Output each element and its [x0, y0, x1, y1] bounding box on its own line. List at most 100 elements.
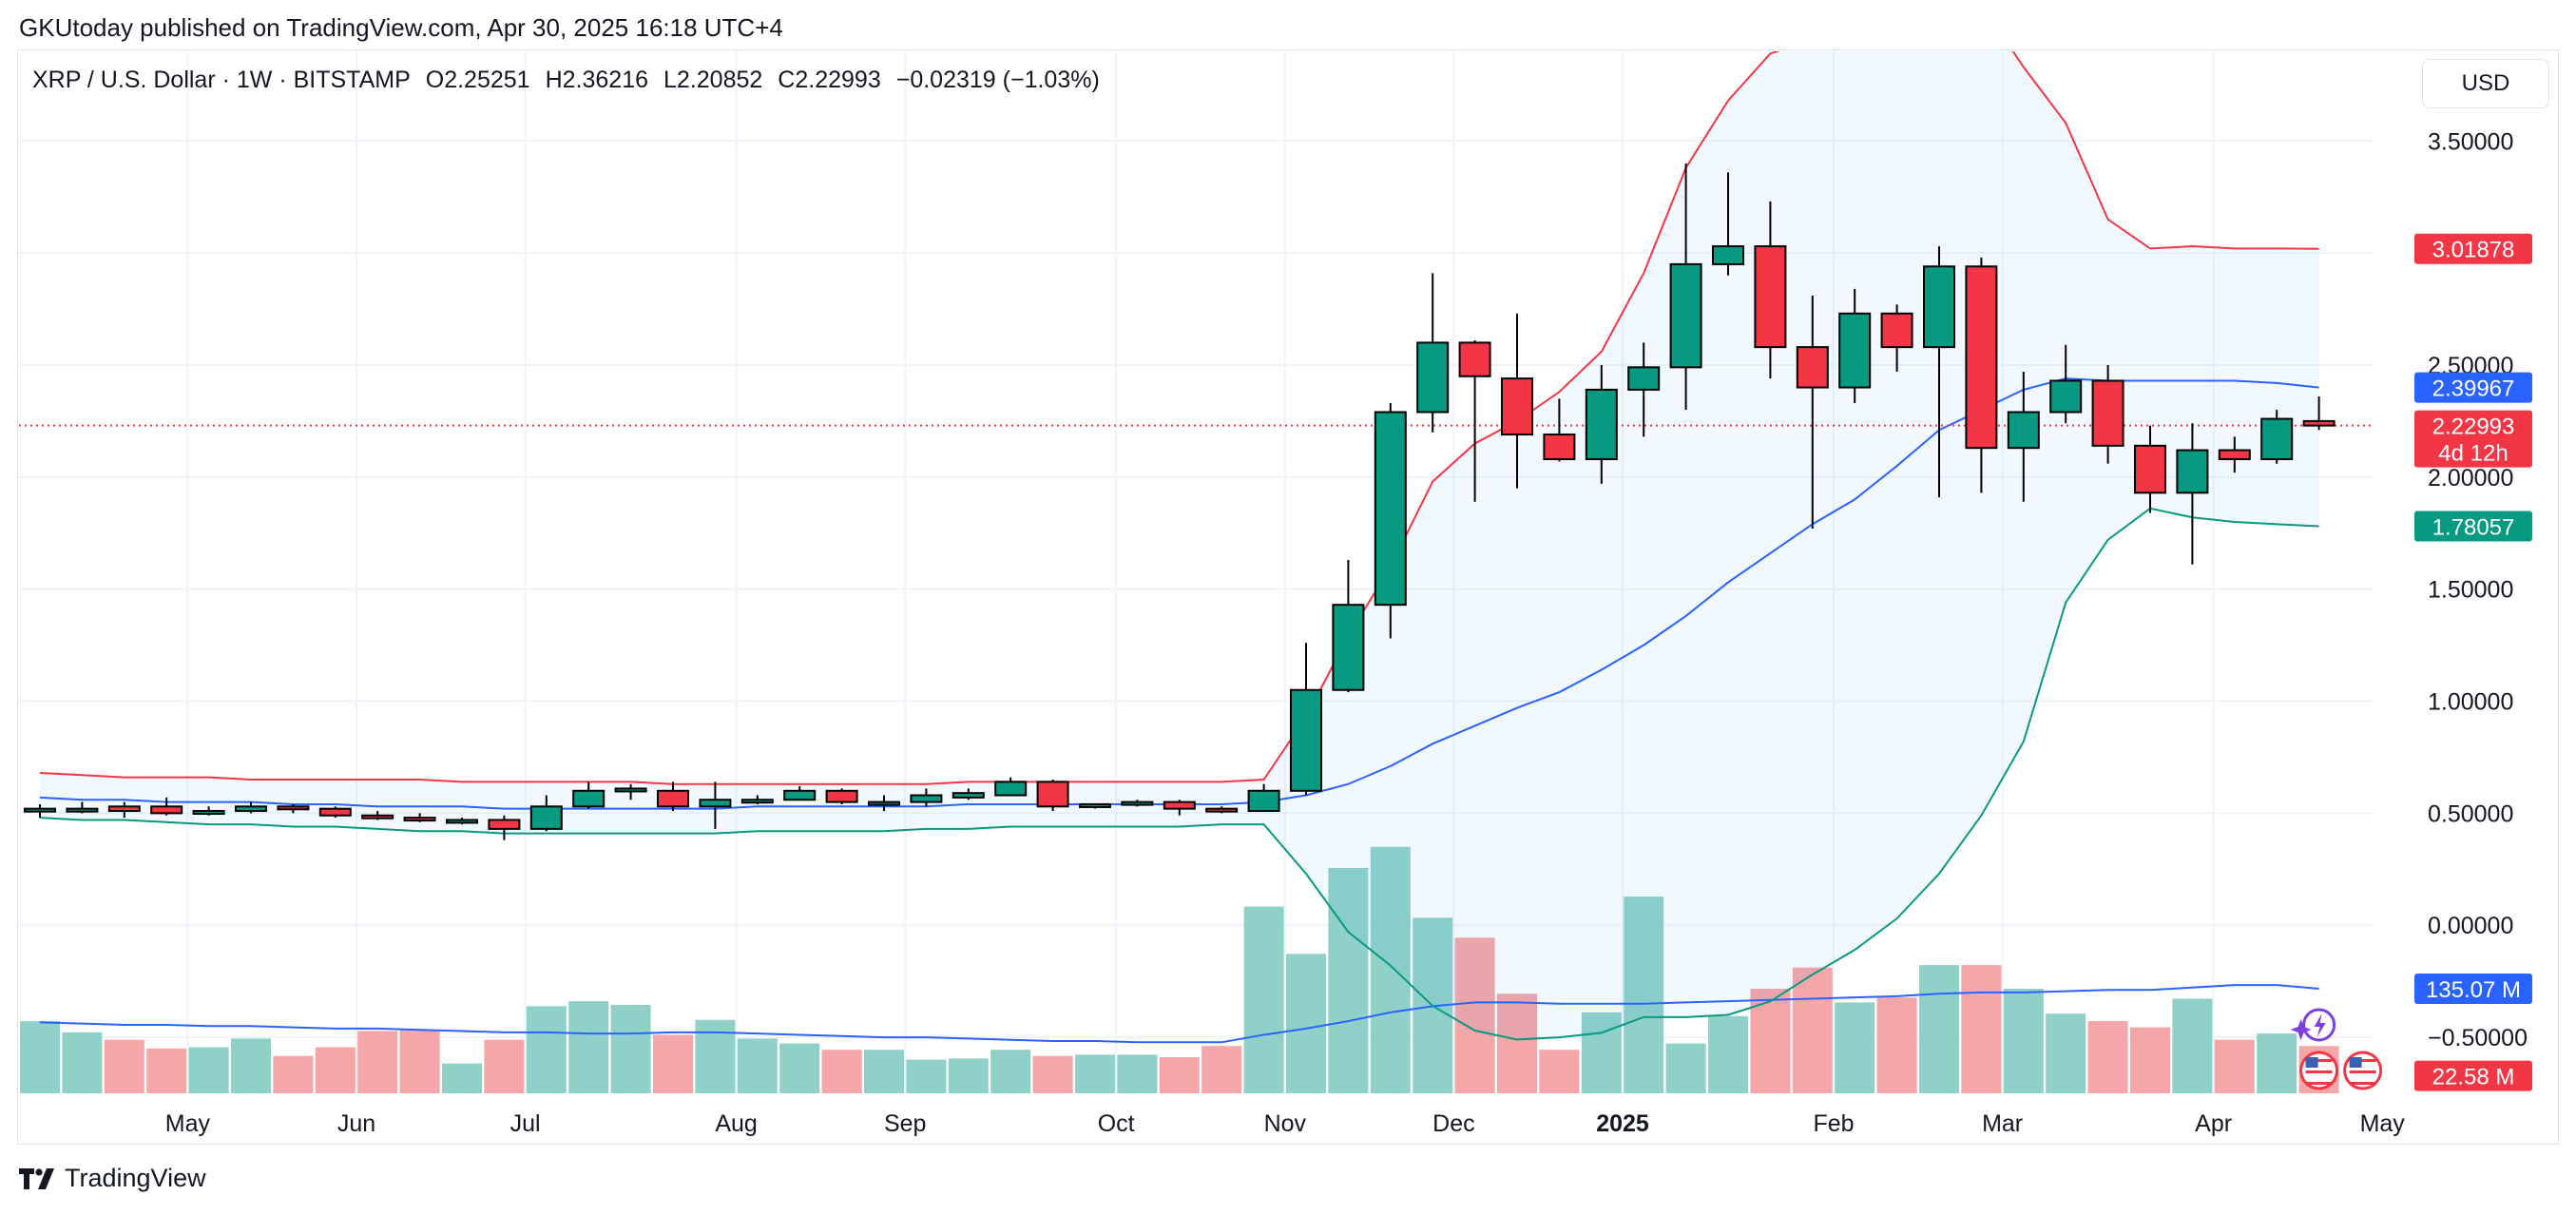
candle[interactable]: [1543, 398, 1576, 462]
candle[interactable]: [572, 781, 606, 809]
us-flag-event-icon[interactable]: [2299, 1051, 2339, 1090]
candle[interactable]: [1754, 201, 1787, 379]
volume-bar: [821, 1050, 862, 1093]
us-flag-event-icon[interactable]: [2343, 1051, 2383, 1090]
candle[interactable]: [1079, 802, 1111, 809]
time-axis-label: 2025: [1596, 1110, 1649, 1137]
candle[interactable]: [107, 801, 141, 819]
volume-bar: [1117, 1054, 1158, 1093]
candle[interactable]: [1669, 163, 1702, 411]
candle-body: [1712, 245, 1744, 265]
tradingview-logo[interactable]: TradingView: [19, 1164, 206, 1193]
candle[interactable]: [529, 795, 563, 832]
candle[interactable]: [740, 795, 774, 804]
candle[interactable]: [952, 788, 985, 800]
candle[interactable]: [2091, 364, 2124, 464]
volume-bar: [1539, 1050, 1580, 1093]
volume-bar: [906, 1059, 947, 1093]
candle[interactable]: [66, 801, 99, 814]
candle[interactable]: [235, 801, 267, 814]
candle[interactable]: [2176, 423, 2209, 565]
candle[interactable]: [783, 786, 817, 801]
brand-name: TradingView: [65, 1164, 206, 1192]
candle[interactable]: [361, 811, 394, 820]
candle[interactable]: [825, 788, 858, 804]
volume-bar: [864, 1050, 904, 1093]
candle[interactable]: [1796, 295, 1829, 530]
candle-body: [277, 805, 310, 811]
candle[interactable]: [1458, 340, 1491, 502]
candle[interactable]: [614, 783, 647, 800]
candle[interactable]: [1585, 364, 1618, 484]
candle[interactable]: [446, 818, 478, 825]
candle[interactable]: [2049, 344, 2083, 424]
candle[interactable]: [24, 803, 56, 819]
volume-bar: [948, 1058, 989, 1093]
candle[interactable]: [2260, 410, 2294, 464]
candle-body: [1543, 434, 1576, 460]
candle-body: [1374, 411, 1407, 607]
candle[interactable]: [1163, 800, 1196, 816]
candle-body: [1880, 312, 1913, 349]
candle[interactable]: [150, 797, 183, 816]
price-axis-label: 0.00000: [2428, 913, 2513, 939]
candle[interactable]: [1332, 560, 1365, 693]
symbol-label[interactable]: XRP / U.S. Dollar · 1W · BITSTAMP: [32, 67, 411, 93]
candle-body: [150, 805, 183, 815]
candle[interactable]: [1247, 783, 1280, 813]
candle[interactable]: [699, 781, 732, 829]
candle[interactable]: [2302, 395, 2336, 431]
candle[interactable]: [1416, 273, 1450, 433]
symbol-legend: XRP / U.S. Dollar · 1W · BITSTAMP O2.2525…: [32, 67, 1115, 94]
candle-body: [1416, 341, 1450, 414]
candle[interactable]: [277, 803, 310, 814]
candle[interactable]: [1627, 342, 1661, 437]
candle-body: [614, 787, 647, 793]
candle[interactable]: [1205, 806, 1239, 814]
candle-body: [740, 799, 774, 804]
candle-body: [318, 807, 352, 817]
candle[interactable]: [1374, 403, 1407, 639]
candle[interactable]: [488, 815, 521, 840]
tradingview-logo-icon: [19, 1167, 54, 1189]
candle[interactable]: [1838, 288, 1872, 404]
candle[interactable]: [1501, 313, 1533, 489]
candle[interactable]: [403, 813, 436, 822]
candle[interactable]: [1290, 643, 1322, 796]
volume-bar: [62, 1032, 103, 1093]
candle[interactable]: [910, 788, 943, 807]
time-axis-label: Feb: [1813, 1110, 1854, 1137]
candle[interactable]: [2134, 425, 2166, 513]
candle[interactable]: [2218, 436, 2251, 473]
candle-body: [2134, 444, 2166, 494]
volume-bar: [1835, 1002, 1875, 1093]
candle[interactable]: [657, 781, 689, 812]
currency-button[interactable]: USD: [2422, 59, 2549, 108]
candle-body: [1205, 807, 1239, 813]
volume-bar: [1792, 967, 1833, 1093]
candle[interactable]: [2007, 372, 2040, 502]
volume-bar: [2172, 998, 2213, 1093]
candle-body: [2176, 449, 2209, 494]
candle[interactable]: [318, 806, 352, 819]
candle[interactable]: [1712, 172, 1744, 276]
candle-body: [2218, 449, 2251, 460]
event-icons: [2290, 1008, 2383, 1090]
candle[interactable]: [1880, 304, 1913, 373]
candle[interactable]: [1036, 780, 1069, 812]
volume-bar: [442, 1063, 482, 1093]
candle[interactable]: [994, 777, 1028, 797]
candle[interactable]: [1965, 257, 1998, 493]
time-axis-label: Apr: [2195, 1110, 2232, 1137]
candle-body: [107, 805, 141, 813]
candle[interactable]: [1923, 246, 1955, 498]
candle[interactable]: [192, 806, 225, 816]
candle[interactable]: [1121, 800, 1154, 807]
plot-area: [19, 51, 2373, 1093]
sparkle-event-icon[interactable]: [2290, 1008, 2336, 1042]
candle-body: [572, 789, 606, 808]
price-axis-label: 3.50000: [2428, 128, 2513, 155]
candle-body: [192, 810, 225, 816]
candle[interactable]: [868, 795, 900, 812]
